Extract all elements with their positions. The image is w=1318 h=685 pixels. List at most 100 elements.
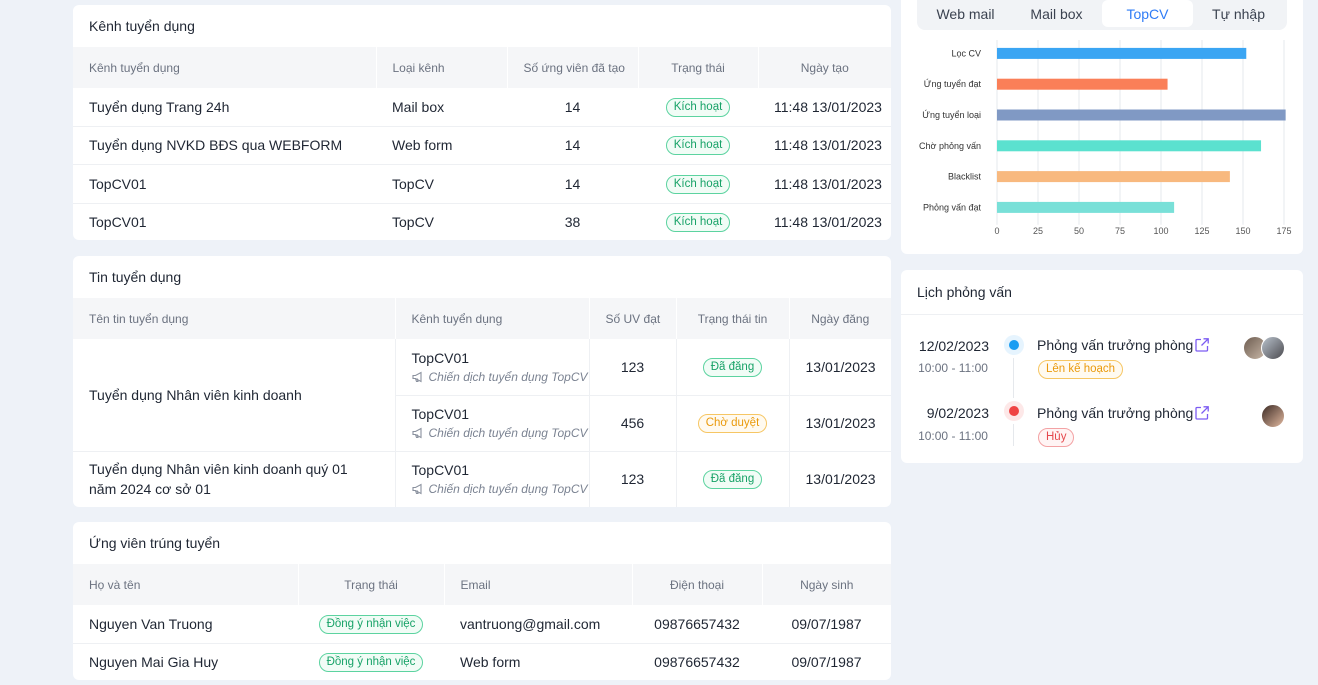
x-tick-label: 175 bbox=[1276, 226, 1291, 236]
megaphone-icon bbox=[411, 427, 422, 439]
job-channel-cell: TopCV01 Chiến dịch tuyển dụng TopCV bbox=[395, 339, 590, 396]
job-channel: TopCV01 bbox=[411, 462, 470, 479]
status-badge: Kích hoạt bbox=[665, 174, 731, 194]
job-count: 123 bbox=[589, 339, 677, 396]
external-link-icon[interactable] bbox=[1194, 405, 1210, 421]
channel-date: 11:48 13/01/2023 bbox=[774, 214, 882, 231]
table-row[interactable]: Tuyển dụng NVKD BĐS qua WEBFORM Web form… bbox=[73, 126, 891, 165]
interview-item[interactable]: 12/02/2023 10:00 - 11:00 Phỏng vấn trưởn… bbox=[901, 330, 1303, 398]
hired-table: Họ và tên Trạng thái Email Điện thoại Ng… bbox=[73, 564, 891, 680]
channels-title: Kênh tuyển dụng bbox=[89, 18, 195, 34]
jobs-card: Tin tuyển dụng Tên tin tuyển dụng Kênh t… bbox=[73, 256, 891, 507]
job-campaign: Chiến dịch tuyển dụng TopCV bbox=[428, 482, 588, 497]
col-phone: Điện thoại bbox=[632, 564, 763, 605]
table-row[interactable]: TopCV01 Chiến dịch tuyển dụng TopCV 456 … bbox=[73, 395, 891, 452]
channels-card: Kênh tuyển dụng Kênh tuyển dụng Loại kên… bbox=[73, 5, 891, 240]
category-label: Chờ phỏng vấn bbox=[919, 141, 981, 151]
job-name: Tuyển dụng Nhân viên kinh doanh bbox=[73, 339, 396, 452]
x-tick-label: 150 bbox=[1235, 226, 1250, 236]
channel-count: 14 bbox=[507, 88, 638, 127]
channel-date: 11:48 13/01/2023 bbox=[758, 126, 891, 165]
candidate-name: Nguyen Van Truong bbox=[73, 605, 298, 644]
table-row[interactable]: Tuyển dụng Nhân viên kinh doanh quý 01 n… bbox=[73, 451, 891, 507]
table-row[interactable]: Nguyen Van Truong Đồng ý nhận việc vantr… bbox=[73, 605, 891, 644]
interview-title[interactable]: Phỏng vấn trưởng phòng bbox=[1037, 337, 1194, 353]
col-email: Email bbox=[444, 564, 633, 605]
col-name: Họ và tên bbox=[73, 564, 299, 605]
status-badge: Lên kế hoạch bbox=[1038, 360, 1124, 379]
col-type: Loại kênh bbox=[376, 47, 508, 88]
job-channel: TopCV01 bbox=[411, 406, 470, 422]
status-badge: Kích hoạt bbox=[665, 213, 731, 233]
interview-time: 10:00 - 11:00 bbox=[918, 429, 988, 443]
candidate-name: Nguyen Mai Gia Huy bbox=[89, 654, 219, 671]
hired-title: Ứng viên trúng tuyển bbox=[89, 535, 221, 551]
status-badge: Chờ duyệt bbox=[697, 414, 768, 433]
tab-mail-box[interactable]: Mail box bbox=[1030, 5, 1083, 22]
interview-date: 9/02/2023 bbox=[926, 405, 989, 421]
channel-date: 11:48 13/01/2023 bbox=[758, 88, 891, 127]
tab-tu-nhap[interactable]: Tự nhập bbox=[1212, 5, 1265, 22]
job-date: 13/01/2023 bbox=[789, 395, 891, 452]
status-badge: Đã đăng bbox=[702, 470, 763, 490]
candidate-email: Web form bbox=[460, 654, 521, 671]
candidate-phone: 09876657432 bbox=[654, 654, 740, 671]
x-tick-label: 125 bbox=[1194, 226, 1209, 236]
interview-time: 10:00 - 11:00 bbox=[918, 361, 988, 375]
col-date: Ngày tạo bbox=[758, 47, 891, 88]
category-label: Phỏng vấn đạt bbox=[923, 202, 982, 212]
x-tick-label: 0 bbox=[994, 226, 999, 236]
bar[interactable] bbox=[997, 171, 1230, 183]
table-row[interactable]: Tuyển dụng Nhân viên kinh doanh TopCV01 … bbox=[73, 339, 891, 452]
col-job-channel: Kênh tuyển dụng bbox=[395, 298, 590, 339]
candidate-email: vantruong@gmail.com bbox=[444, 605, 632, 644]
col-channel: Kênh tuyển dụng bbox=[73, 47, 377, 88]
candidate-phone: 09876657432 bbox=[632, 605, 762, 644]
source-tabs: Web mail Mail box TopCV Tự nhập bbox=[917, 0, 1287, 30]
bar[interactable] bbox=[997, 109, 1286, 121]
interview-item[interactable]: 9/02/2023 10:00 - 11:00 Phỏng vấn trưởng… bbox=[901, 398, 1303, 454]
category-label: Lọc CV bbox=[951, 48, 981, 58]
candidate-dob: 09/07/1987 bbox=[762, 605, 891, 644]
table-row[interactable]: TopCV01 TopCV 14 Kích hoạt 11:48 13/01/2… bbox=[73, 164, 891, 204]
status-badge: Đồng ý nhận việc bbox=[318, 614, 424, 634]
bar[interactable] bbox=[997, 47, 1247, 59]
bar[interactable] bbox=[997, 201, 1175, 213]
status-badge: Đã đăng bbox=[702, 357, 763, 377]
x-tick-label: 100 bbox=[1153, 226, 1168, 236]
job-campaign: Chiến dịch tuyển dụng TopCV bbox=[428, 369, 588, 384]
x-tick-label: 75 bbox=[1115, 226, 1125, 236]
job-count: 456 bbox=[589, 395, 677, 452]
interview-date: 12/02/2023 bbox=[918, 338, 989, 354]
table-row[interactable]: Nguyen Mai Gia Huy Đồng ý nhận việc Web … bbox=[73, 643, 891, 680]
interviews-title: Lịch phỏng vấn bbox=[917, 284, 1012, 300]
status-badge: Kích hoạt bbox=[665, 97, 731, 117]
status-dot bbox=[1004, 335, 1024, 355]
status-dot bbox=[1004, 401, 1024, 421]
interview-title[interactable]: Phỏng vấn trưởng phòng bbox=[1037, 405, 1194, 421]
hired-card: Ứng viên trúng tuyển Họ và tên Trạng thá… bbox=[73, 522, 891, 680]
external-link-icon[interactable] bbox=[1194, 337, 1210, 353]
table-row[interactable]: Tuyển dụng Trang 24h Mail box 14 Kích ho… bbox=[73, 88, 891, 127]
x-tick-label: 50 bbox=[1074, 226, 1084, 236]
channel-name: TopCV01 bbox=[89, 214, 147, 231]
category-label: Ứng tuyển loại bbox=[922, 110, 981, 120]
channels-table: Kênh tuyển dụng Loại kênh Số ứng viên đã… bbox=[73, 47, 891, 240]
jobs-title: Tin tuyển dụng bbox=[89, 269, 182, 285]
job-count: 123 bbox=[589, 451, 677, 507]
col-dob: Ngày sinh bbox=[762, 564, 891, 605]
job-channel-cell: TopCV01 Chiến dịch tuyển dụng TopCV bbox=[395, 395, 590, 452]
bar[interactable] bbox=[997, 140, 1262, 152]
col-job-count: Số UV đạt bbox=[589, 298, 677, 339]
job-channel: TopCV01 bbox=[411, 349, 470, 366]
col-status: Trạng thái bbox=[298, 564, 445, 605]
channel-type: Mail box bbox=[376, 88, 507, 127]
avatar bbox=[1261, 404, 1285, 428]
job-campaign: Chiến dịch tuyển dụng TopCV bbox=[428, 426, 588, 440]
tab-web-mail[interactable]: Web mail bbox=[936, 5, 995, 22]
status-badge: Kích hoạt bbox=[665, 136, 731, 155]
channel-count: 14 bbox=[507, 126, 638, 165]
table-row[interactable]: TopCV01 TopCV 38 Kích hoạt 11:48 13/01/2… bbox=[73, 203, 891, 240]
tab-topcv[interactable]: TopCV bbox=[1102, 0, 1193, 27]
bar[interactable] bbox=[997, 78, 1168, 90]
